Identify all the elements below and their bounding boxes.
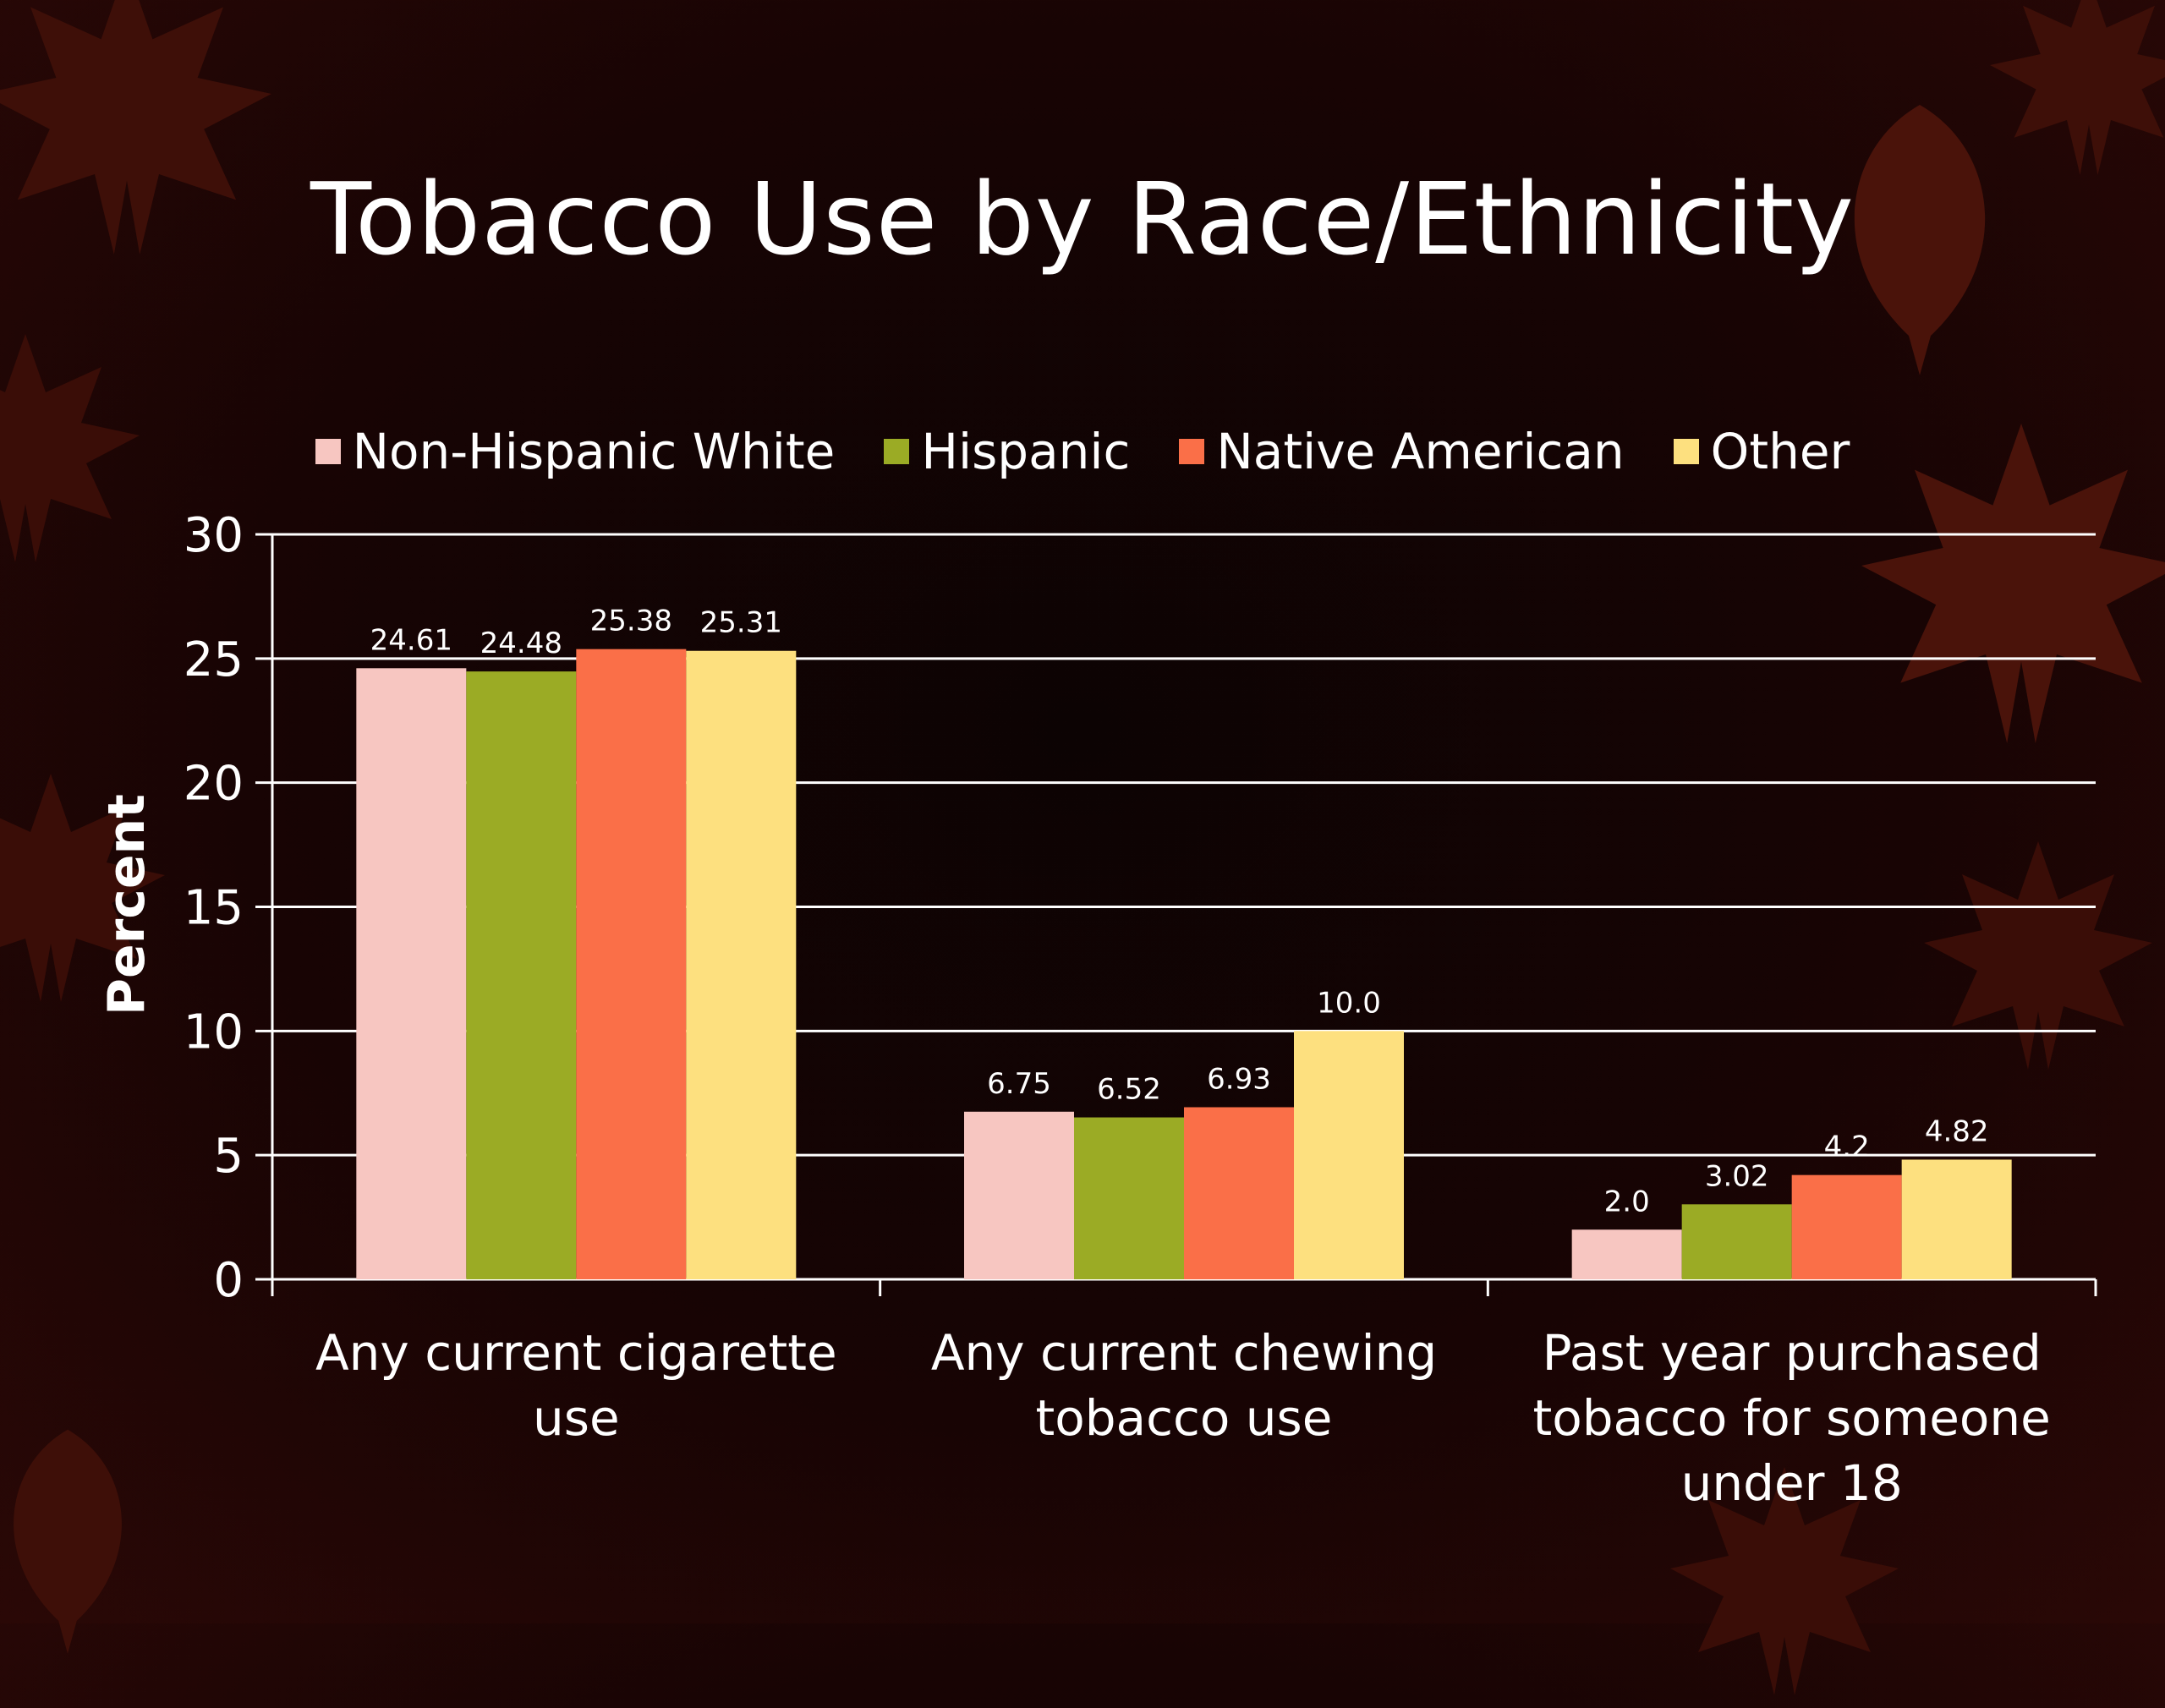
y-tick-label: 30 [184, 508, 244, 563]
legend-item: Other [1673, 423, 1850, 480]
bar [356, 668, 467, 1279]
legend-swatch [1179, 439, 1205, 464]
oval-leaf-decoration-top-right [1854, 105, 1986, 375]
maple-leaf-decoration-left [0, 334, 140, 562]
maple-leaf-decoration-top-right-corner [1990, 0, 2165, 175]
bar [1571, 1229, 1682, 1279]
legend-item: Non-Hispanic White [315, 423, 836, 480]
x-category-label: Past year purchased [1543, 1324, 2042, 1382]
x-category-label: Any current cigarette [315, 1324, 837, 1382]
y-tick-label: 20 [184, 757, 244, 812]
bar [1681, 1204, 1792, 1279]
bar [466, 671, 577, 1279]
legend-swatch [315, 439, 341, 464]
data-label: 4.82 [1925, 1114, 1989, 1148]
x-category-label: under 18 [1681, 1454, 1903, 1512]
y-tick-label: 0 [213, 1253, 244, 1308]
data-label: 6.93 [1207, 1062, 1271, 1096]
bar [686, 650, 797, 1279]
data-label: 25.31 [700, 606, 782, 640]
maple-leaf-decoration-top-left [0, 0, 271, 255]
bar [1901, 1159, 2012, 1279]
legend-item: Native American [1179, 423, 1625, 480]
bar [1184, 1107, 1294, 1279]
maple-leaf-decoration-left-middle [0, 774, 165, 1002]
y-tick-label: 10 [184, 1005, 244, 1059]
slide-title: Tobacco Use by Race/Ethnicity [310, 161, 1855, 277]
x-category-label: tobacco use [1036, 1389, 1333, 1447]
maple-leaf-decoration-right [1861, 424, 2165, 743]
legend-label: Non-Hispanic White [352, 423, 836, 480]
legend-label: Hispanic [921, 423, 1131, 480]
data-label: 6.75 [987, 1067, 1051, 1101]
data-label: 4.2 [1824, 1130, 1870, 1164]
legend-label: Native American [1216, 423, 1625, 480]
data-label: 6.52 [1097, 1073, 1161, 1107]
data-label: 3.02 [1705, 1159, 1769, 1193]
data-label: 10.0 [1317, 986, 1381, 1020]
bar-chart: 0 5 10 15 20 25 30 24.61 24.48 25.38 25.31 Any curr… [184, 508, 2051, 1512]
maple-leaf-decoration-right-lower [1924, 841, 2152, 1070]
x-category-label: use [533, 1389, 620, 1447]
oval-leaf-decoration-bottom-left [14, 1429, 122, 1654]
legend-item: Hispanic [884, 423, 1130, 480]
data-label: 2.0 [1604, 1185, 1650, 1218]
legend-label: Other [1710, 423, 1850, 480]
bar [964, 1111, 1074, 1279]
y-tick-label: 25 [184, 632, 244, 687]
legend-swatch [1673, 439, 1699, 464]
x-category-label: Any current chewing [931, 1324, 1437, 1382]
bar [1791, 1174, 1902, 1279]
data-label: 24.48 [480, 627, 562, 660]
data-label: 25.38 [590, 605, 672, 638]
x-category-label: tobacco for someone [1533, 1389, 2051, 1447]
legend-swatch [884, 439, 910, 464]
y-tick-label: 5 [213, 1129, 244, 1184]
data-label: 24.61 [370, 623, 452, 657]
chart-legend: Non-Hispanic White Hispanic Native America… [0, 423, 2165, 480]
bar [1294, 1031, 1404, 1279]
bar [1074, 1117, 1184, 1279]
y-tick-label: 15 [184, 881, 244, 936]
bar [576, 649, 687, 1279]
